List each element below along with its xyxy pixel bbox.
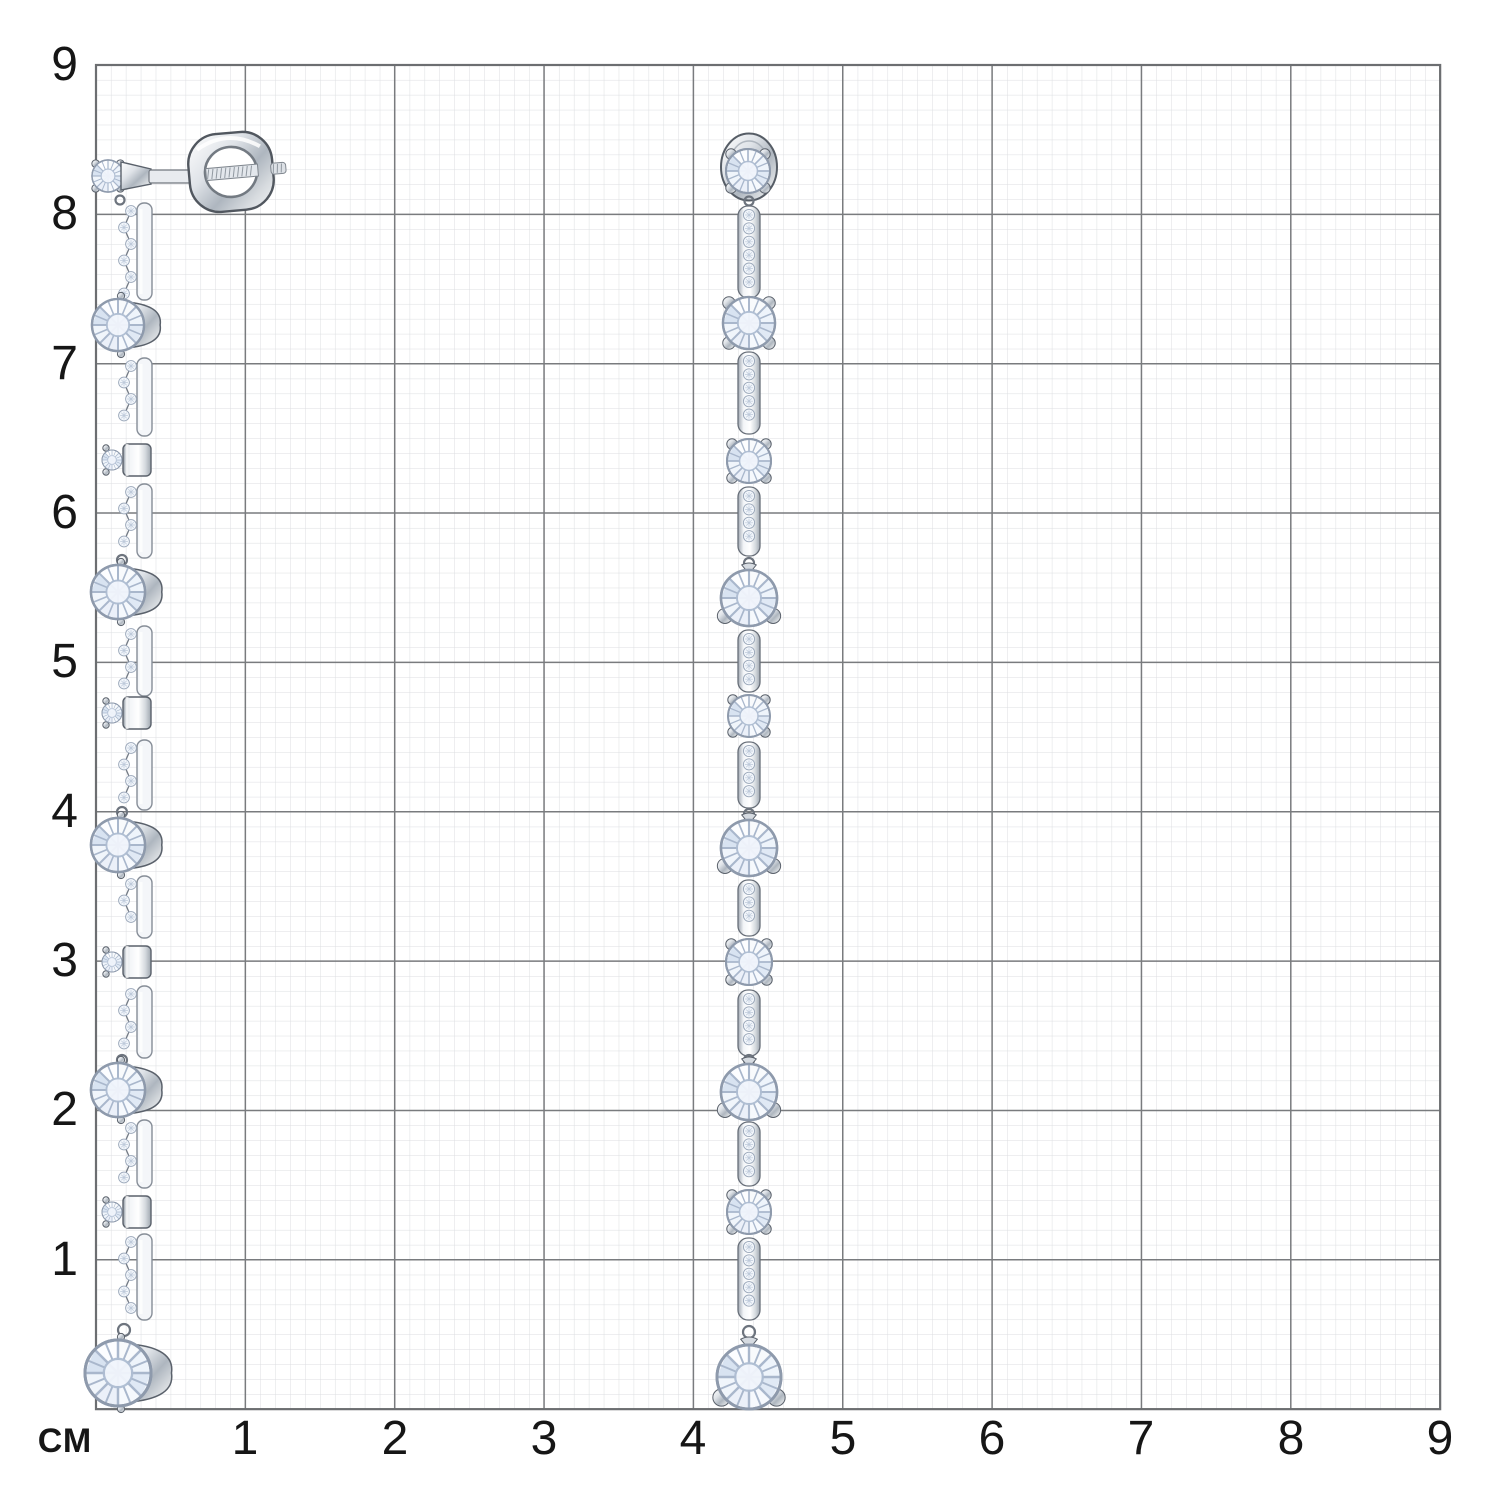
diamond-stone bbox=[727, 694, 771, 738]
chain-wire bbox=[123, 747, 132, 798]
y-axis-label-1: 1 bbox=[51, 1233, 78, 1286]
x-axis-label-1: 1 bbox=[231, 1412, 259, 1465]
y-axis-label-5: 5 bbox=[51, 635, 78, 688]
diamond-stone bbox=[726, 438, 772, 484]
prong-ball bbox=[102, 1220, 110, 1228]
diamond-stone bbox=[724, 937, 774, 987]
diamond-stone bbox=[89, 563, 147, 621]
post-tip bbox=[270, 161, 287, 175]
diamond-stone bbox=[721, 295, 777, 351]
stud-cup bbox=[120, 161, 152, 191]
earrings-pair bbox=[83, 130, 786, 1414]
diamond-stone bbox=[712, 1336, 786, 1411]
x-axis-label-2: 2 bbox=[381, 1412, 409, 1465]
bezel-box bbox=[122, 945, 152, 979]
bar-side-profile bbox=[136, 1233, 153, 1321]
grid-major-lines bbox=[94, 63, 1442, 1411]
right-earring-front-view bbox=[712, 132, 786, 1411]
chain-wire bbox=[123, 1127, 132, 1178]
bar-side-profile bbox=[136, 1119, 153, 1189]
screw-back bbox=[187, 130, 287, 214]
jump-ring bbox=[114, 194, 126, 206]
ear-post bbox=[148, 169, 194, 184]
y-axis-label-6: 6 bbox=[51, 486, 78, 539]
bar-side-profile bbox=[136, 739, 153, 811]
diamond-stone bbox=[725, 148, 771, 194]
bar-side-profile bbox=[136, 985, 153, 1059]
unit-label-cm: СМ bbox=[37, 1422, 93, 1460]
bezel-box bbox=[122, 1195, 152, 1229]
bezel-box bbox=[122, 443, 152, 477]
prong-ball bbox=[102, 970, 110, 978]
x-axis-label-7: 7 bbox=[1127, 1412, 1155, 1465]
diamond-stone bbox=[716, 562, 782, 628]
y-axis-label-4: 4 bbox=[51, 785, 78, 838]
bar-side-profile bbox=[136, 202, 153, 301]
prong-ball bbox=[102, 697, 110, 705]
bar-side-profile bbox=[136, 875, 153, 939]
diamond-stone bbox=[89, 1061, 147, 1119]
chain-wire bbox=[123, 633, 132, 684]
chain-wire bbox=[123, 365, 132, 416]
y-axis-label-3: 3 bbox=[51, 934, 78, 987]
y-axis-label-7: 7 bbox=[51, 337, 78, 390]
prong-ball bbox=[102, 1196, 110, 1204]
diamond-stone bbox=[101, 449, 123, 471]
bar-side-profile bbox=[136, 483, 153, 559]
bar-side-profile bbox=[136, 357, 153, 437]
diamond-stone bbox=[101, 951, 123, 973]
diamond-stone bbox=[716, 812, 782, 878]
diamond-stone bbox=[101, 702, 123, 724]
bezel-box bbox=[122, 696, 152, 730]
y-axis-label-9: 9 bbox=[51, 38, 78, 91]
x-axis-label-4: 4 bbox=[679, 1412, 707, 1465]
grid-minor-lines bbox=[96, 65, 1441, 1410]
x-axis-label-6: 6 bbox=[978, 1412, 1006, 1465]
diamond-stone bbox=[716, 1056, 782, 1122]
x-axis-label-8: 8 bbox=[1277, 1412, 1305, 1465]
diamond-stone bbox=[89, 816, 147, 874]
prong-ball bbox=[102, 468, 110, 476]
prong-ball bbox=[102, 721, 110, 729]
bar-side-profile bbox=[136, 625, 153, 697]
diamond-stone bbox=[101, 1201, 123, 1223]
x-axis-label-3: 3 bbox=[530, 1412, 558, 1465]
prong-ball bbox=[102, 946, 110, 954]
left-earring-side-view bbox=[83, 130, 287, 1414]
x-axis-label-5: 5 bbox=[829, 1412, 857, 1465]
chain-wire bbox=[123, 993, 132, 1044]
y-axis-label-2: 2 bbox=[51, 1083, 78, 1136]
grid-border bbox=[94, 63, 1442, 1411]
chain-wire bbox=[123, 491, 132, 542]
diamond-stone bbox=[90, 297, 146, 353]
diamond-stone bbox=[83, 1338, 153, 1408]
y-axis-label-8: 8 bbox=[51, 187, 78, 240]
diamond-stone bbox=[726, 1189, 772, 1235]
x-axis-label-9: 9 bbox=[1426, 1412, 1454, 1465]
prong-ball bbox=[102, 444, 110, 452]
threaded-post bbox=[205, 163, 260, 182]
diamond-stone bbox=[91, 159, 125, 193]
